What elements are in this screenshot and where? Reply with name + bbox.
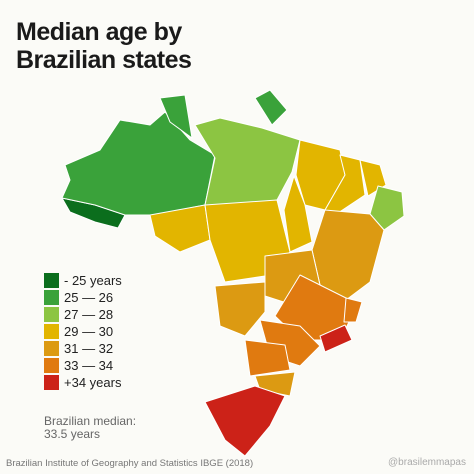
state (149, 204, 211, 253)
legend-swatch (44, 324, 59, 339)
state (204, 385, 286, 457)
legend-swatch (44, 307, 59, 322)
legend-label: - 25 years (64, 273, 122, 288)
legend-item: 29 — 30 (44, 323, 122, 340)
credit: @brasilemmapas (388, 457, 466, 468)
legend-swatch (44, 375, 59, 390)
legend-swatch (44, 290, 59, 305)
legend-swatch (44, 341, 59, 356)
state (254, 89, 288, 126)
state (214, 281, 266, 337)
legend-item: 27 — 28 (44, 306, 122, 323)
legend-swatch (44, 358, 59, 373)
legend-swatch (44, 273, 59, 288)
state (194, 117, 301, 206)
state (283, 175, 313, 253)
legend-label: 25 — 26 (64, 290, 114, 305)
state (244, 339, 291, 377)
state (369, 185, 405, 231)
title-line: Median age by (16, 18, 182, 46)
legend-label: +34 years (64, 375, 122, 390)
title-line: Brazilian states (16, 46, 192, 74)
state (343, 297, 363, 323)
source: Brazilian Institute of Geography and Sta… (6, 458, 254, 469)
legend-label: 27 — 28 (64, 307, 114, 322)
legend-label: 33 — 34 (64, 358, 114, 373)
legend-label: 31 — 32 (64, 341, 114, 356)
title: Median age by Brazilian states (16, 18, 192, 74)
legend-label: 29 — 30 (64, 324, 114, 339)
legend-item: 25 — 26 (44, 289, 122, 306)
legend-item: +34 years (44, 374, 122, 391)
legend: - 25 years 25 — 26 27 — 28 29 — 30 31 — 32 33… (44, 272, 122, 391)
state (61, 111, 216, 216)
state (159, 94, 193, 139)
legend-item: 33 — 34 (44, 357, 122, 374)
note-line: Brazilian median: (44, 414, 137, 428)
note: Brazilian median: 33.5 years (44, 415, 136, 441)
state (319, 324, 353, 353)
legend-item: 31 — 32 (44, 340, 122, 357)
note-line: 33.5 years (44, 427, 101, 441)
legend-item: - 25 years (44, 272, 122, 289)
